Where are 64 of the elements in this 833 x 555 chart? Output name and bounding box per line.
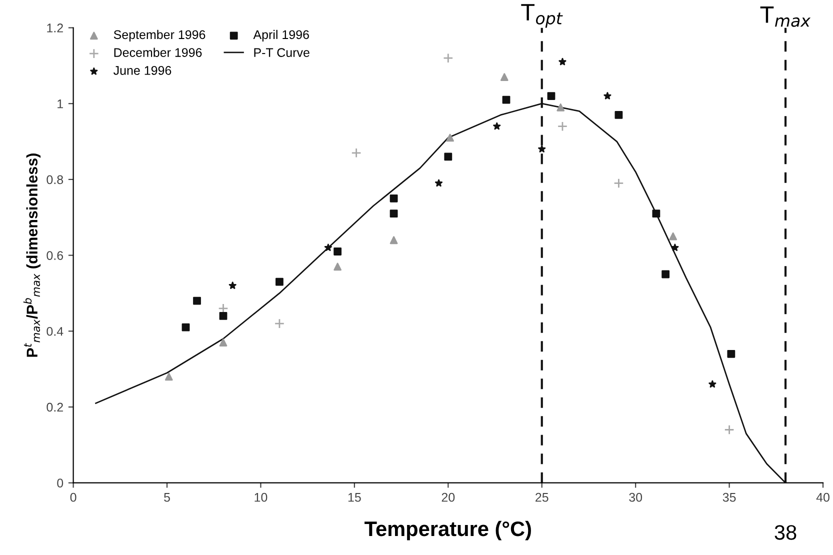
point	[324, 244, 332, 252]
point	[182, 323, 190, 332]
point	[669, 232, 678, 240]
point	[724, 424, 734, 435]
point	[614, 111, 623, 119]
point	[444, 152, 452, 161]
x-tick-label: 20	[442, 492, 455, 502]
y-tick-label: 1	[58, 100, 63, 108]
point	[652, 210, 660, 218]
y-tick-label: 0.4	[46, 326, 64, 336]
x-tick-label: 0	[70, 492, 76, 502]
x-tick-label: 15	[348, 493, 361, 502]
point	[334, 248, 342, 256]
ref-line-label: T$_{max}$	[760, 6, 811, 27]
point	[390, 194, 398, 202]
point	[443, 53, 454, 64]
y-tick-label: 0.2	[46, 402, 63, 412]
point	[334, 262, 342, 271]
point	[274, 318, 285, 329]
y-tick-label: 0	[57, 478, 64, 488]
y-tick-label: 0.6	[46, 251, 64, 260]
x-tick-label: 25	[536, 492, 548, 502]
legend-label: December 1996	[114, 48, 202, 57]
point	[547, 92, 556, 100]
point	[219, 338, 228, 346]
point	[557, 121, 568, 132]
point	[390, 236, 398, 244]
point	[276, 278, 284, 286]
point	[662, 270, 670, 278]
x-tick-label: 5	[164, 493, 170, 502]
x-axis-title: Temperature (°C)	[364, 520, 531, 540]
point	[614, 178, 624, 188]
point	[708, 380, 716, 388]
y-axis-title: P$^{t}$$_{max}$/P$^{b}$$_{max}$ (dimensionless)	[23, 154, 41, 357]
point	[604, 92, 612, 100]
x-tick-label: 35	[722, 492, 736, 502]
point	[390, 210, 398, 218]
point	[500, 73, 508, 82]
point	[502, 96, 510, 104]
point	[671, 244, 679, 252]
point	[193, 296, 201, 305]
legend-label: June 1996	[114, 66, 172, 75]
annotation: 38	[774, 525, 796, 540]
point	[558, 58, 566, 66]
point	[493, 122, 501, 130]
legend-label: September 1996	[114, 30, 206, 42]
legend-label: April 1996	[253, 30, 309, 42]
point	[351, 148, 362, 158]
legend-label: P-T Curve	[254, 48, 310, 57]
point	[434, 179, 443, 187]
point	[446, 134, 454, 142]
point	[727, 350, 736, 358]
point	[218, 303, 228, 314]
x-tick-label: 10	[254, 492, 268, 502]
y-tick-label: 1.2	[47, 24, 63, 32]
x-tick-label: 30	[629, 492, 642, 502]
point	[538, 145, 546, 152]
x-tick-label: 40	[816, 492, 830, 502]
point	[228, 282, 236, 289]
y-tick-label: 0.8	[46, 175, 64, 184]
point	[219, 312, 228, 320]
point	[164, 372, 173, 381]
ref-line-label: T$_{opt}$	[521, 4, 563, 28]
point	[556, 103, 565, 112]
